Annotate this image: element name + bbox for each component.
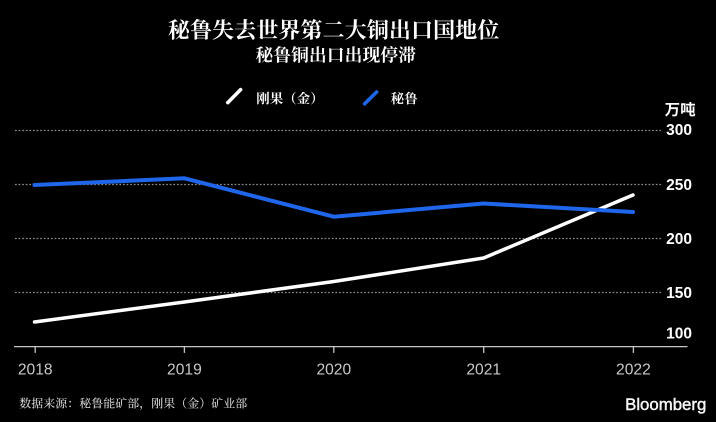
svg-text:2022: 2022 [616, 362, 651, 379]
svg-text:150: 150 [666, 285, 692, 302]
svg-text:Bloomberg: Bloomberg [625, 395, 706, 414]
svg-text:2018: 2018 [18, 362, 53, 379]
svg-text:2019: 2019 [167, 362, 202, 379]
svg-text:300: 300 [666, 122, 692, 139]
svg-text:200: 200 [666, 231, 692, 248]
svg-text:2020: 2020 [316, 362, 351, 379]
svg-text:250: 250 [666, 177, 692, 194]
svg-text:100: 100 [666, 326, 692, 343]
svg-text:2021: 2021 [466, 362, 501, 379]
